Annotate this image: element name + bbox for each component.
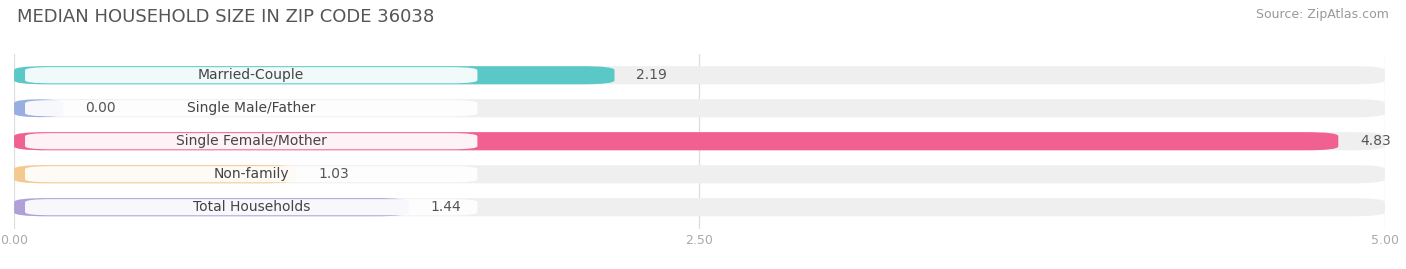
Text: 0.00: 0.00 [86,101,115,115]
Text: Single Female/Mother: Single Female/Mother [176,134,326,148]
FancyBboxPatch shape [14,198,1385,216]
FancyBboxPatch shape [14,198,409,216]
FancyBboxPatch shape [14,99,1385,117]
FancyBboxPatch shape [25,199,478,215]
Text: 1.03: 1.03 [318,167,349,181]
Text: MEDIAN HOUSEHOLD SIZE IN ZIP CODE 36038: MEDIAN HOUSEHOLD SIZE IN ZIP CODE 36038 [17,8,434,26]
Text: Non-family: Non-family [214,167,290,181]
Text: Married-Couple: Married-Couple [198,68,304,82]
FancyBboxPatch shape [14,165,297,183]
FancyBboxPatch shape [14,165,1385,183]
FancyBboxPatch shape [14,132,1339,150]
Text: Source: ZipAtlas.com: Source: ZipAtlas.com [1256,8,1389,21]
Text: Single Male/Father: Single Male/Father [187,101,315,115]
FancyBboxPatch shape [25,166,478,182]
FancyBboxPatch shape [14,66,1385,84]
FancyBboxPatch shape [14,132,1385,150]
Text: 1.44: 1.44 [430,200,461,214]
FancyBboxPatch shape [25,100,478,116]
FancyBboxPatch shape [14,99,63,117]
Text: Total Households: Total Households [193,200,309,214]
Text: 4.83: 4.83 [1360,134,1391,148]
FancyBboxPatch shape [25,67,478,83]
FancyBboxPatch shape [25,133,478,149]
FancyBboxPatch shape [14,66,614,84]
Text: 2.19: 2.19 [637,68,668,82]
